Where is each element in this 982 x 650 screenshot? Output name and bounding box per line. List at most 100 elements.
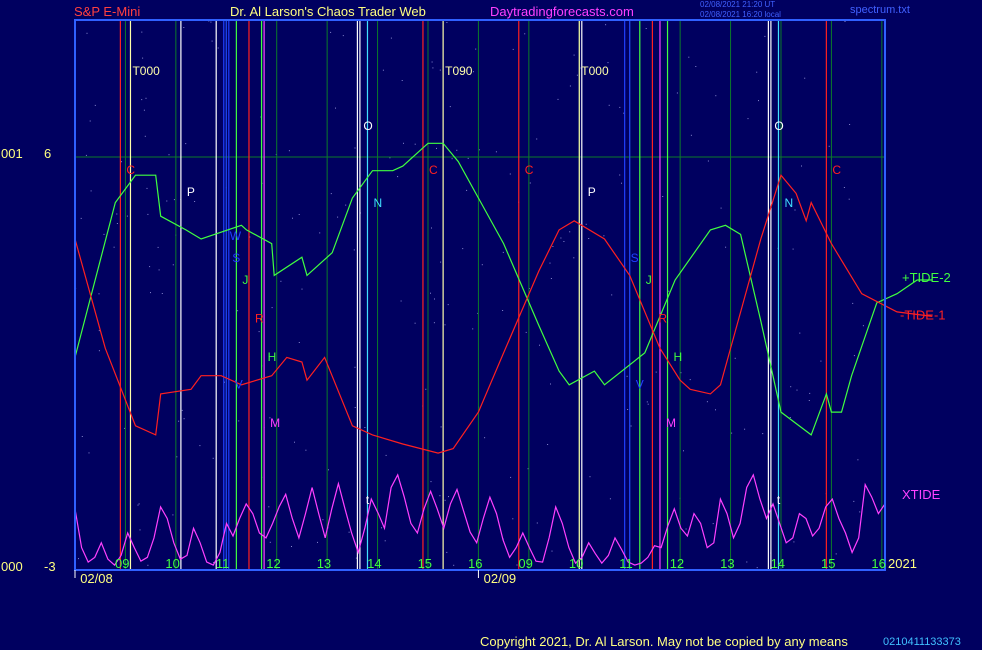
star-dot xyxy=(147,213,149,215)
star-dot xyxy=(668,290,670,292)
star-dot xyxy=(449,106,451,108)
star-dot xyxy=(527,468,529,470)
star-dot xyxy=(81,436,83,437)
event-line-label: M xyxy=(270,416,280,430)
star-dot xyxy=(85,154,87,156)
star-dot xyxy=(157,246,159,248)
star-dot xyxy=(322,519,324,521)
star-dot xyxy=(446,551,448,553)
star-dot xyxy=(715,409,716,411)
x-tick-label: 09 xyxy=(518,556,532,571)
star-dot xyxy=(121,161,122,163)
star-dot xyxy=(330,31,332,33)
star-dot xyxy=(619,174,621,176)
star-dot xyxy=(585,223,587,225)
star-dot xyxy=(298,214,300,215)
star-dot xyxy=(89,120,91,122)
star-dot xyxy=(451,158,453,160)
star-dot xyxy=(98,350,100,352)
star-dot xyxy=(715,95,717,97)
star-dot xyxy=(809,392,811,394)
star-dot xyxy=(199,445,201,447)
star-dot xyxy=(217,47,219,49)
star-dot xyxy=(473,71,474,73)
hour-grid xyxy=(75,20,885,570)
star-dot xyxy=(619,106,621,108)
x-tick-label: 16 xyxy=(468,556,482,571)
star-dot xyxy=(389,157,391,159)
x-tick-label: 10 xyxy=(569,556,583,571)
star-dot xyxy=(790,386,792,388)
star-dot xyxy=(335,107,336,109)
star-dot xyxy=(439,69,441,71)
star-dot xyxy=(512,48,514,50)
y-tick-outer-label: 001 xyxy=(1,146,23,161)
event-line-label: N xyxy=(784,196,793,210)
star-dot xyxy=(268,506,270,508)
star-dot xyxy=(258,331,260,333)
star-dot xyxy=(444,324,446,326)
timestamp-ut: 02/08/2021 21:20 UT xyxy=(700,0,776,9)
star-dot xyxy=(212,457,214,459)
star-dot xyxy=(78,558,79,560)
star-dot xyxy=(271,307,273,309)
star-dot xyxy=(150,292,151,294)
series-label-tide-minus: -TIDE-1 xyxy=(900,307,946,322)
star-dot xyxy=(397,176,399,178)
star-dot xyxy=(466,189,468,191)
x-tick-label: 14 xyxy=(771,556,785,571)
y-tick-label: -3 xyxy=(44,559,56,574)
star-dot xyxy=(576,74,578,76)
star-dot xyxy=(124,427,126,429)
copyright-text: Copyright 2021, Dr. Al Larson. May not b… xyxy=(480,634,848,649)
star-dot xyxy=(835,553,837,555)
star-dot xyxy=(86,32,88,34)
star-dot xyxy=(425,388,427,390)
star-dot xyxy=(328,469,329,471)
star-dot xyxy=(146,187,148,189)
star-dot xyxy=(539,344,540,346)
star-dot xyxy=(440,261,442,263)
event-line-label: P xyxy=(187,185,195,199)
star-dot xyxy=(269,541,271,543)
star-dot xyxy=(495,151,497,153)
star-dot xyxy=(353,249,355,251)
spectrum-file-label: spectrum.txt xyxy=(850,4,910,16)
star-dot xyxy=(141,99,143,101)
star-dot xyxy=(512,518,514,520)
x-tick-label: 13 xyxy=(720,556,734,571)
star-dot xyxy=(143,109,145,111)
star-dot xyxy=(166,200,168,202)
event-line-label: t xyxy=(777,493,781,507)
site-link[interactable]: Daytradingforecasts.com xyxy=(490,4,634,19)
event-line-label: T000 xyxy=(132,64,160,78)
star-dot xyxy=(94,104,96,106)
x-tick-label: 16 xyxy=(871,556,885,571)
star-dot xyxy=(384,540,386,542)
star-dot xyxy=(848,198,850,200)
star-dot xyxy=(432,67,434,69)
star-dot xyxy=(623,112,625,114)
chart-title: Dr. Al Larson's Chaos Trader Web xyxy=(230,4,426,19)
star-dot xyxy=(354,147,356,149)
star-dot xyxy=(161,293,163,294)
star-dot xyxy=(808,400,810,401)
plot-border xyxy=(74,19,886,571)
star-dot xyxy=(456,149,458,151)
star-dot xyxy=(588,238,590,239)
star-dot xyxy=(502,251,504,253)
star-dot xyxy=(90,190,92,192)
star-dot xyxy=(430,292,431,294)
star-dot xyxy=(382,69,384,71)
star-dot xyxy=(509,173,511,175)
footer-code: 0210411133373 xyxy=(883,636,961,648)
star-dot xyxy=(712,523,714,525)
star-dot xyxy=(194,201,196,202)
star-dot xyxy=(138,503,140,505)
star-dot xyxy=(446,22,448,23)
star-dot xyxy=(804,77,806,79)
event-line-label: V xyxy=(636,378,644,392)
star-dot xyxy=(557,98,559,100)
year-label: 2021 xyxy=(888,556,917,571)
